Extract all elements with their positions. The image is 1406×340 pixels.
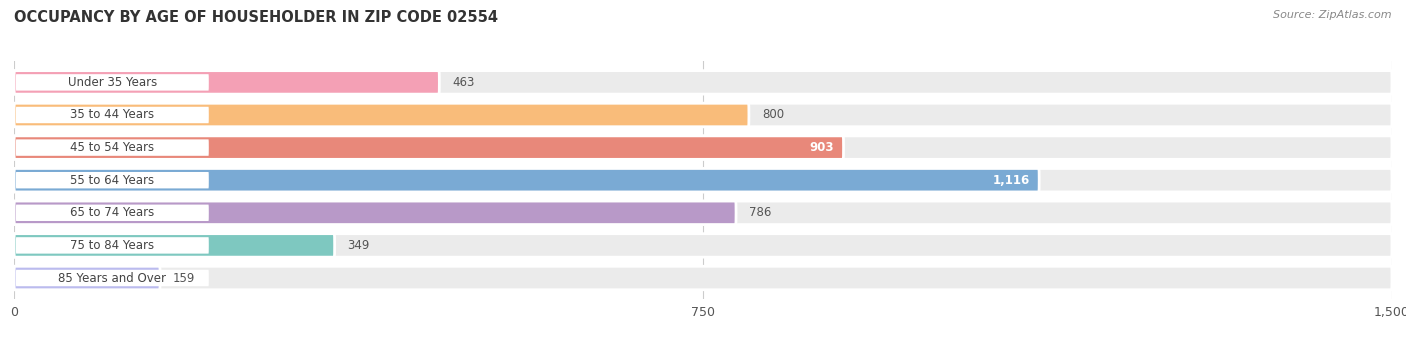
FancyBboxPatch shape [14, 103, 749, 127]
FancyBboxPatch shape [15, 205, 209, 221]
Text: 1,116: 1,116 [993, 174, 1031, 187]
Text: 786: 786 [749, 206, 772, 219]
FancyBboxPatch shape [14, 71, 1392, 94]
FancyBboxPatch shape [14, 201, 737, 224]
Text: Under 35 Years: Under 35 Years [67, 76, 157, 89]
FancyBboxPatch shape [14, 103, 1392, 127]
Text: 75 to 84 Years: 75 to 84 Years [70, 239, 155, 252]
Text: 349: 349 [347, 239, 370, 252]
FancyBboxPatch shape [15, 237, 209, 254]
FancyBboxPatch shape [15, 107, 209, 123]
FancyBboxPatch shape [14, 71, 439, 94]
Text: 35 to 44 Years: 35 to 44 Years [70, 108, 155, 121]
FancyBboxPatch shape [14, 201, 1392, 224]
FancyBboxPatch shape [15, 139, 209, 156]
Text: Source: ZipAtlas.com: Source: ZipAtlas.com [1274, 10, 1392, 20]
Text: 85 Years and Over: 85 Years and Over [58, 272, 166, 285]
Text: 903: 903 [810, 141, 834, 154]
Text: 45 to 54 Years: 45 to 54 Years [70, 141, 155, 154]
FancyBboxPatch shape [14, 234, 335, 257]
FancyBboxPatch shape [14, 266, 1392, 290]
FancyBboxPatch shape [14, 136, 1392, 159]
Text: 55 to 64 Years: 55 to 64 Years [70, 174, 155, 187]
Text: 65 to 74 Years: 65 to 74 Years [70, 206, 155, 219]
FancyBboxPatch shape [14, 234, 1392, 257]
FancyBboxPatch shape [15, 270, 209, 286]
FancyBboxPatch shape [14, 136, 844, 159]
FancyBboxPatch shape [14, 168, 1039, 192]
Text: 159: 159 [173, 272, 195, 285]
FancyBboxPatch shape [14, 266, 160, 290]
Text: OCCUPANCY BY AGE OF HOUSEHOLDER IN ZIP CODE 02554: OCCUPANCY BY AGE OF HOUSEHOLDER IN ZIP C… [14, 10, 498, 25]
Text: 800: 800 [762, 108, 785, 121]
Text: 463: 463 [453, 76, 475, 89]
FancyBboxPatch shape [14, 168, 1392, 192]
FancyBboxPatch shape [15, 74, 209, 90]
FancyBboxPatch shape [15, 172, 209, 188]
